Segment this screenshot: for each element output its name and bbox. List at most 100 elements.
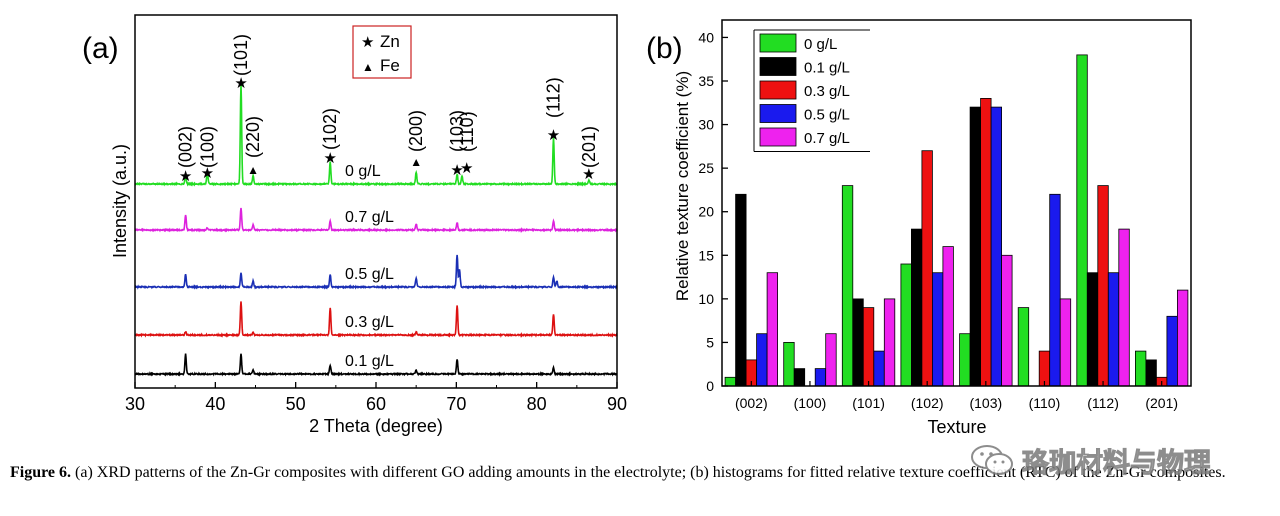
rtc-legend-label: 0 g/L — [804, 36, 837, 53]
watermark: 珞珈材料与物理 — [970, 440, 1260, 480]
rtc-y-tick-label: 5 — [706, 334, 714, 350]
rtc-x-ticks: (002) (100) (101) (102) (103) (110) (112) (201) — [735, 381, 1178, 411]
rtc-bar — [862, 307, 875, 387]
rtc-y-tick-label: 35 — [698, 73, 714, 89]
rtc-legend-swatch — [759, 57, 797, 76]
peak-label: (100) — [197, 126, 217, 168]
rtc-y-tick-label: 20 — [698, 204, 714, 220]
zn-peak-marker: ★ — [323, 150, 336, 167]
rtc-bar — [793, 368, 806, 387]
panel-b-label: (b) — [646, 32, 683, 65]
rtc-y-tick-label: 10 — [698, 291, 714, 307]
xrd-x-tick-label: 40 — [205, 394, 225, 414]
xrd-series-label: 0.7 g/L — [345, 209, 394, 226]
xrd-series-label: 0.5 g/L — [345, 266, 394, 283]
zn-legend-label: Zn — [380, 32, 400, 51]
xrd-traces: 0 g/L 0.7 g/L 0.5 g/L 0.3 g/L 0.1 g/L — [134, 83, 618, 377]
rtc-bar — [1166, 315, 1178, 387]
xrd-trace-0-5-g-L: 0.5 g/L — [134, 254, 618, 290]
xrd-trace-0-3-g-L: 0.3 g/L — [134, 301, 618, 339]
xrd-legend-box — [352, 25, 412, 79]
xrd-series-label: 0.1 g/L — [345, 353, 394, 370]
xrd-panel: (a) 0 g/L0.7 g/L0.5 g/L0.3 g/L0.1 g/L ★(… — [82, 14, 627, 436]
xrd-x-tick-label: 60 — [366, 394, 386, 414]
rtc-legend-swatch — [759, 80, 797, 100]
rtc-x-tick-label: (100) — [794, 395, 827, 411]
rtc-bar — [873, 350, 885, 387]
xrd-x-ticks: 30 40 50 60 70 80 90 — [125, 382, 627, 414]
rtc-bar — [969, 106, 981, 387]
rtc-legend-swatch — [759, 33, 797, 53]
rtc-legend-label: 0.7 g/L — [804, 130, 850, 147]
fe-peak-marker: ▲ — [247, 163, 259, 177]
rtc-x-tick-label: (101) — [852, 395, 885, 411]
rtc-bar — [980, 98, 992, 387]
rtc-bar — [1059, 298, 1072, 387]
zn-peak-marker: ★ — [179, 168, 192, 185]
panel-a-label: (a) — [82, 32, 119, 65]
zn-peak-marker: ★ — [582, 166, 595, 183]
rtc-legend-swatch — [759, 104, 797, 123]
rtc-bar — [1118, 228, 1130, 387]
rtc-bar — [1177, 289, 1189, 387]
xrd-x-tick-label: 80 — [527, 394, 547, 414]
zn-peak-marker: ★ — [460, 160, 473, 177]
xrd-x-tick-label: 30 — [125, 394, 145, 414]
xrd-x-axis-title: 2 Theta (degree) — [309, 416, 443, 436]
rtc-y-tick-label: 30 — [698, 117, 714, 133]
rtc-bar — [814, 368, 827, 387]
rtc-bar — [942, 246, 954, 387]
rtc-bar — [783, 341, 795, 387]
figure-caption: Figure 6. (a) XRD patterns of the Zn-Gr … — [10, 462, 1272, 484]
rtc-bar — [766, 272, 778, 387]
xrd-series-label: 0 g/L — [345, 163, 381, 180]
peak-label: (103) — [447, 110, 467, 152]
peak-annotations: ★(002)★(100)★(101)▲(220)★(102)▲(200)★(10… — [176, 34, 599, 185]
rtc-bar — [990, 106, 1002, 387]
xrd-x-tick-label: 90 — [607, 394, 627, 414]
rtc-legend-label: 0.3 g/L — [804, 83, 850, 100]
rtc-y-tick-label: 40 — [698, 29, 714, 45]
rtc-bar — [1135, 350, 1147, 387]
xrd-line — [134, 207, 618, 234]
peak-label: (101) — [231, 34, 251, 76]
xrd-x-tick-label: 50 — [286, 394, 306, 414]
rtc-bar — [724, 376, 736, 387]
rtc-x-axis-title: Texture — [927, 417, 986, 437]
rtc-bar — [1086, 272, 1099, 387]
rtc-legend-label: 0.1 g/L — [804, 60, 850, 77]
rtc-panel: (b) 0 5 10 15 20 25 30 35 40 (002) (100) (101) (102… — [646, 19, 1192, 437]
rtc-x-tick-label: (110) — [1029, 395, 1061, 411]
xrd-line — [134, 301, 618, 339]
peak-label: (200) — [406, 110, 426, 152]
rtc-bar — [756, 333, 768, 387]
rtc-x-tick-label: (201) — [1145, 395, 1178, 411]
xrd-trace-0-g-L: 0 g/L — [134, 83, 617, 187]
fe-legend-label: Fe — [380, 56, 400, 75]
rtc-x-tick-label: (102) — [911, 395, 944, 411]
fe-peak-marker: ▲ — [410, 155, 422, 169]
rtc-bar — [883, 298, 896, 387]
rtc-legend: 0 g/L 0.1 g/L 0.3 g/L 0.5 g/L 0.7 g/L — [753, 29, 870, 152]
peak-label: (201) — [579, 126, 599, 168]
rtc-bar — [1076, 54, 1088, 387]
rtc-bar — [852, 298, 864, 387]
rtc-bar — [841, 185, 854, 387]
rtc-x-tick-label: (002) — [735, 395, 768, 411]
peak-label: (220) — [243, 116, 263, 158]
rtc-series — [756, 106, 1178, 387]
peak-label: (102) — [320, 108, 340, 150]
rtc-bar — [959, 333, 971, 387]
zn-legend-symbol: ★ — [361, 34, 374, 51]
zn-peak-marker: ★ — [201, 165, 214, 182]
rtc-bar — [900, 263, 912, 387]
rtc-bar — [911, 228, 923, 387]
rtc-x-tick-label: (103) — [969, 395, 1002, 411]
rtc-bar — [1017, 307, 1030, 387]
rtc-legend-label: 0.5 g/L — [804, 107, 850, 124]
peak-label: (110) — [457, 111, 477, 152]
xrd-x-tick-label: 70 — [446, 394, 466, 414]
rtc-bar — [1049, 193, 1061, 387]
rtc-y-tick-label: 25 — [698, 160, 714, 176]
rtc-y-tick-label: 15 — [698, 247, 714, 263]
